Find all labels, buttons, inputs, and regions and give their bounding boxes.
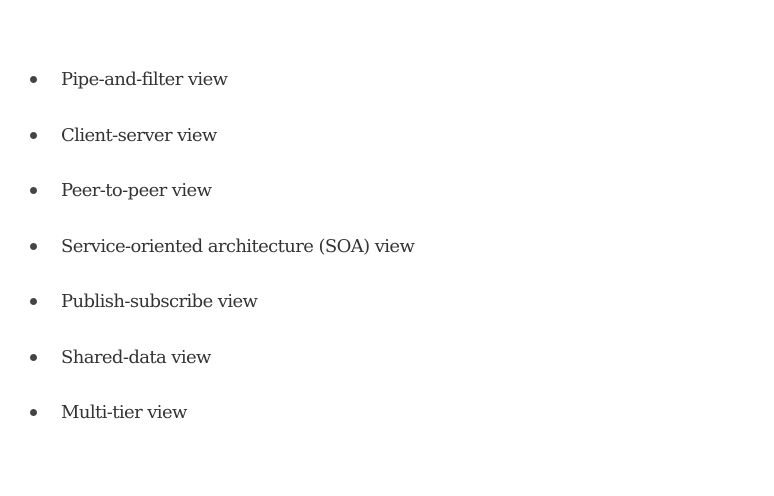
- bullet-icon: [30, 242, 37, 250]
- list-item-label: Publish-subscribe view: [61, 291, 258, 313]
- list-item: Shared-data view: [30, 330, 770, 386]
- list-item: Service-oriented architecture (SOA) view: [30, 219, 770, 275]
- bullet-icon: [30, 409, 37, 417]
- list-item-label: Pipe-and-filter view: [61, 69, 228, 91]
- list-item-label: Shared-data view: [61, 346, 211, 368]
- bullet-icon: [30, 76, 37, 84]
- list-item: Pipe-and-filter view: [30, 52, 770, 108]
- list-item: Publish-subscribe view: [30, 274, 770, 330]
- bullet-icon: [30, 131, 37, 139]
- list-item-label: Multi-tier view: [61, 402, 187, 424]
- architecture-views-list: Pipe-and-filter view Client-server view …: [30, 52, 770, 441]
- list-item-label: Service-oriented architecture (SOA) view: [61, 235, 415, 257]
- bullet-icon: [30, 187, 37, 195]
- list-item: Client-server view: [30, 108, 770, 164]
- list-item: Peer-to-peer view: [30, 163, 770, 219]
- bullet-icon: [30, 353, 37, 361]
- list-item-label: Client-server view: [61, 124, 217, 146]
- list-item-label: Peer-to-peer view: [61, 180, 212, 202]
- bullet-icon: [30, 298, 37, 306]
- list-item: Multi-tier view: [30, 385, 770, 441]
